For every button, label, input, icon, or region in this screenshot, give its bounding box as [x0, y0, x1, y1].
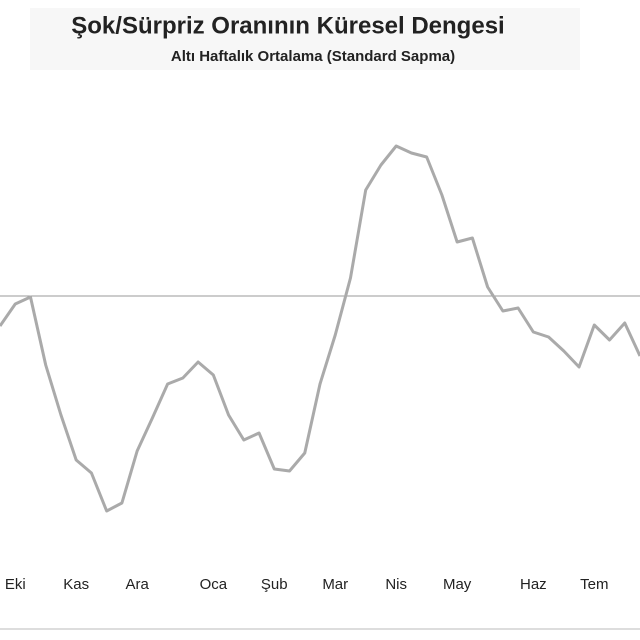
x-tick-label: Tem [580, 576, 608, 593]
x-tick-label: Eki [5, 576, 26, 593]
x-tick-label: Mar [322, 576, 348, 593]
title-box [30, 8, 580, 70]
x-tick-label: Haz [520, 576, 547, 593]
chart-subtitle: Altı Haftalık Ortalama (Standard Sapma) [171, 48, 455, 65]
x-tick-label: Ara [125, 576, 149, 593]
data-line [0, 144, 640, 513]
x-tick-label: Nis [385, 576, 407, 593]
chart-title: Şok/Sürpriz Oranının Küresel Dengesi [71, 12, 504, 39]
x-tick-label: Kas [63, 576, 89, 593]
x-tick-label: Oca [200, 576, 228, 593]
x-tick-label: May [443, 576, 472, 593]
x-tick-label: Şub [261, 576, 288, 593]
